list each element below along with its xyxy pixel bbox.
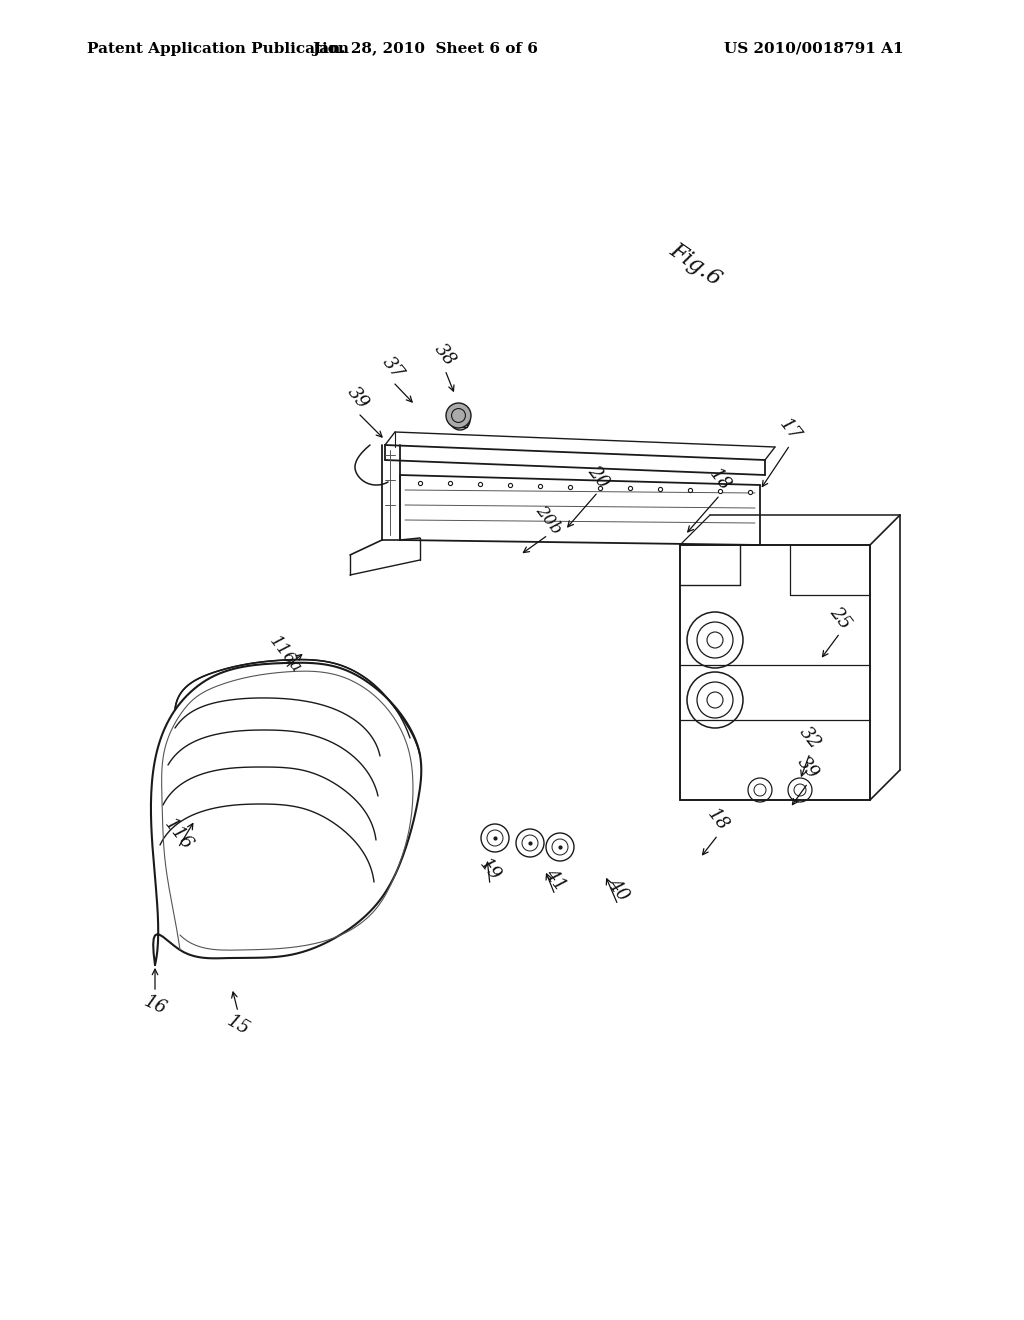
Text: 32: 32 (796, 723, 824, 752)
Text: 15: 15 (223, 1011, 253, 1039)
Text: 25: 25 (825, 603, 854, 632)
Text: 18: 18 (706, 466, 734, 495)
Text: 39: 39 (794, 754, 822, 783)
Text: 116a: 116a (265, 634, 304, 677)
Text: 37: 37 (379, 354, 408, 383)
Text: Fig.6: Fig.6 (665, 239, 725, 290)
Text: 39: 39 (344, 383, 372, 413)
Text: 116: 116 (161, 816, 196, 854)
Text: Patent Application Publication: Patent Application Publication (87, 42, 349, 55)
Text: 20: 20 (584, 462, 612, 491)
Text: 40: 40 (604, 875, 632, 904)
Text: 16: 16 (140, 993, 169, 1018)
Text: 19: 19 (476, 855, 504, 884)
Text: 20b: 20b (531, 502, 564, 537)
Text: US 2010/0018791 A1: US 2010/0018791 A1 (724, 42, 904, 55)
Text: 17: 17 (776, 416, 804, 445)
Text: 38: 38 (431, 341, 459, 370)
Text: 41: 41 (541, 866, 569, 895)
Text: Jan. 28, 2010  Sheet 6 of 6: Jan. 28, 2010 Sheet 6 of 6 (312, 42, 538, 55)
Text: 18: 18 (703, 805, 732, 834)
